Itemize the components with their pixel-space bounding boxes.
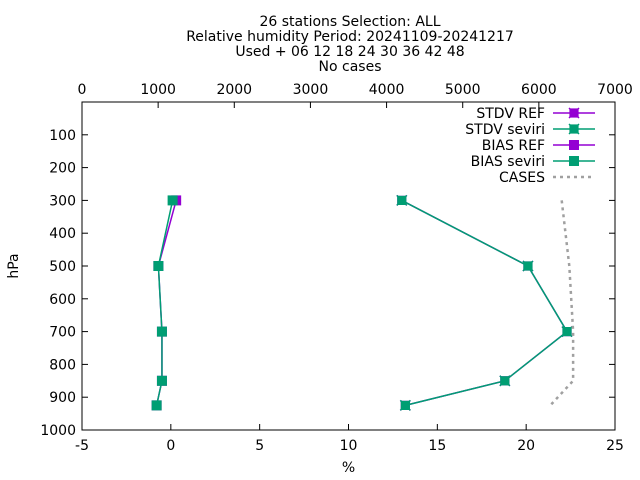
series-bias-seviri [151,195,178,411]
x-tick-label: -5 [75,438,89,454]
x2-tick-label: 0 [78,82,87,98]
series-line-cases [549,200,575,407]
point-stdv-seviri-marker [399,399,411,411]
title-line: No cases [319,59,382,75]
x2-tick-label: 3000 [293,82,329,98]
series-stdv-ref [396,194,573,411]
point-stdv-seviri-marker [522,260,534,272]
legend-stdv-ref-marker [568,107,580,119]
legend-label: BIAS REF [482,138,545,154]
y-tick-label: 1000 [40,423,76,439]
legend-label: STDV seviri [465,122,545,138]
x-axis-label: % [342,460,355,476]
axes: -5 0 5 10 15 20 25 0 1000 2000 3000 4000 5000 6000 700… [6,82,633,476]
x2-tick-label: 1000 [140,82,176,98]
series-line-bias-seviri [155,200,174,406]
point-bias-seviri-marker [156,326,167,337]
point-bias-seviri-marker [151,400,162,411]
x2-tick-label: 7000 [597,82,633,98]
x-tick-label: 15 [428,438,446,454]
legend-item-bias-ref: BIAS REF [482,138,595,154]
y-tick-label: 900 [49,390,76,406]
series-layer [151,194,575,411]
series-line-stdv-ref [401,199,569,407]
legend-bias-seviri-marker [569,156,579,166]
y-axis-label: hPa [6,253,22,278]
legend-item-stdv-seviri: STDV seviri [465,122,595,138]
x-tick-label: 25 [606,438,624,454]
y-tick-label: 200 [49,161,76,177]
legend-stdv-seviri-marker [568,123,580,135]
y-tick-label: 400 [49,226,76,242]
y-tick-label: 300 [49,193,76,209]
legend-item-stdv-ref: STDV REF [476,106,595,122]
point-bias-seviri-marker [153,261,164,271]
legend-item-bias-seviri: BIAS seviri [471,154,595,170]
point-stdv-seviri-marker [396,194,408,206]
x2-tick-label: 4000 [369,82,405,98]
x2-tick-label: 2000 [216,82,252,98]
title-line: Used + 06 12 18 24 30 36 42 48 [235,44,464,60]
point-bias-seviri-marker [167,195,178,206]
title-line: 26 stations Selection: ALL [259,14,440,30]
series-cases [549,200,575,407]
point-bias-seviri-marker [156,375,167,386]
x2-tick-label: 6000 [521,82,557,98]
x-tick-label: 10 [340,438,358,454]
y-tick-label: 100 [49,128,76,144]
legend-label: STDV REF [476,106,545,122]
series-stdv-seviri [396,194,573,411]
y-tick-label: 700 [49,325,76,341]
x2-tick-label: 5000 [445,82,481,98]
x-tick-label: 0 [166,438,175,454]
y-tick-label: 600 [49,292,76,308]
title-line: Relative humidity Period: 20241109-20241… [186,29,514,45]
legend-item-cases: CASES [499,170,595,186]
x-tick-label: 5 [255,438,264,454]
y-tick-label: 800 [49,357,76,373]
series-line-stdv-seviri [401,199,569,407]
point-stdv-seviri-marker [561,326,573,338]
y-tick-label: 500 [49,259,76,275]
legend-bias-ref-marker [569,140,579,150]
legend-label: CASES [499,170,545,186]
point-stdv-seviri-marker [499,375,511,387]
x-tick-label: 20 [517,438,535,454]
legend-label: BIAS seviri [471,154,545,170]
